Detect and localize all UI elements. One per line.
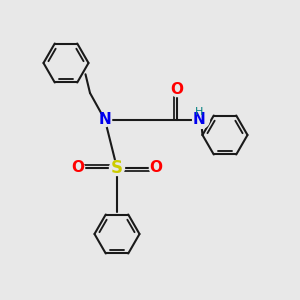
Text: O: O	[149, 160, 163, 175]
Circle shape	[149, 161, 163, 175]
Text: H: H	[195, 106, 204, 117]
Circle shape	[110, 160, 124, 175]
Circle shape	[71, 161, 85, 175]
Circle shape	[193, 112, 209, 128]
Text: N: N	[193, 112, 206, 128]
Circle shape	[170, 83, 184, 97]
Circle shape	[98, 113, 112, 127]
Text: O: O	[170, 82, 184, 98]
Text: S: S	[111, 159, 123, 177]
Text: N: N	[99, 112, 111, 128]
Text: O: O	[71, 160, 85, 175]
